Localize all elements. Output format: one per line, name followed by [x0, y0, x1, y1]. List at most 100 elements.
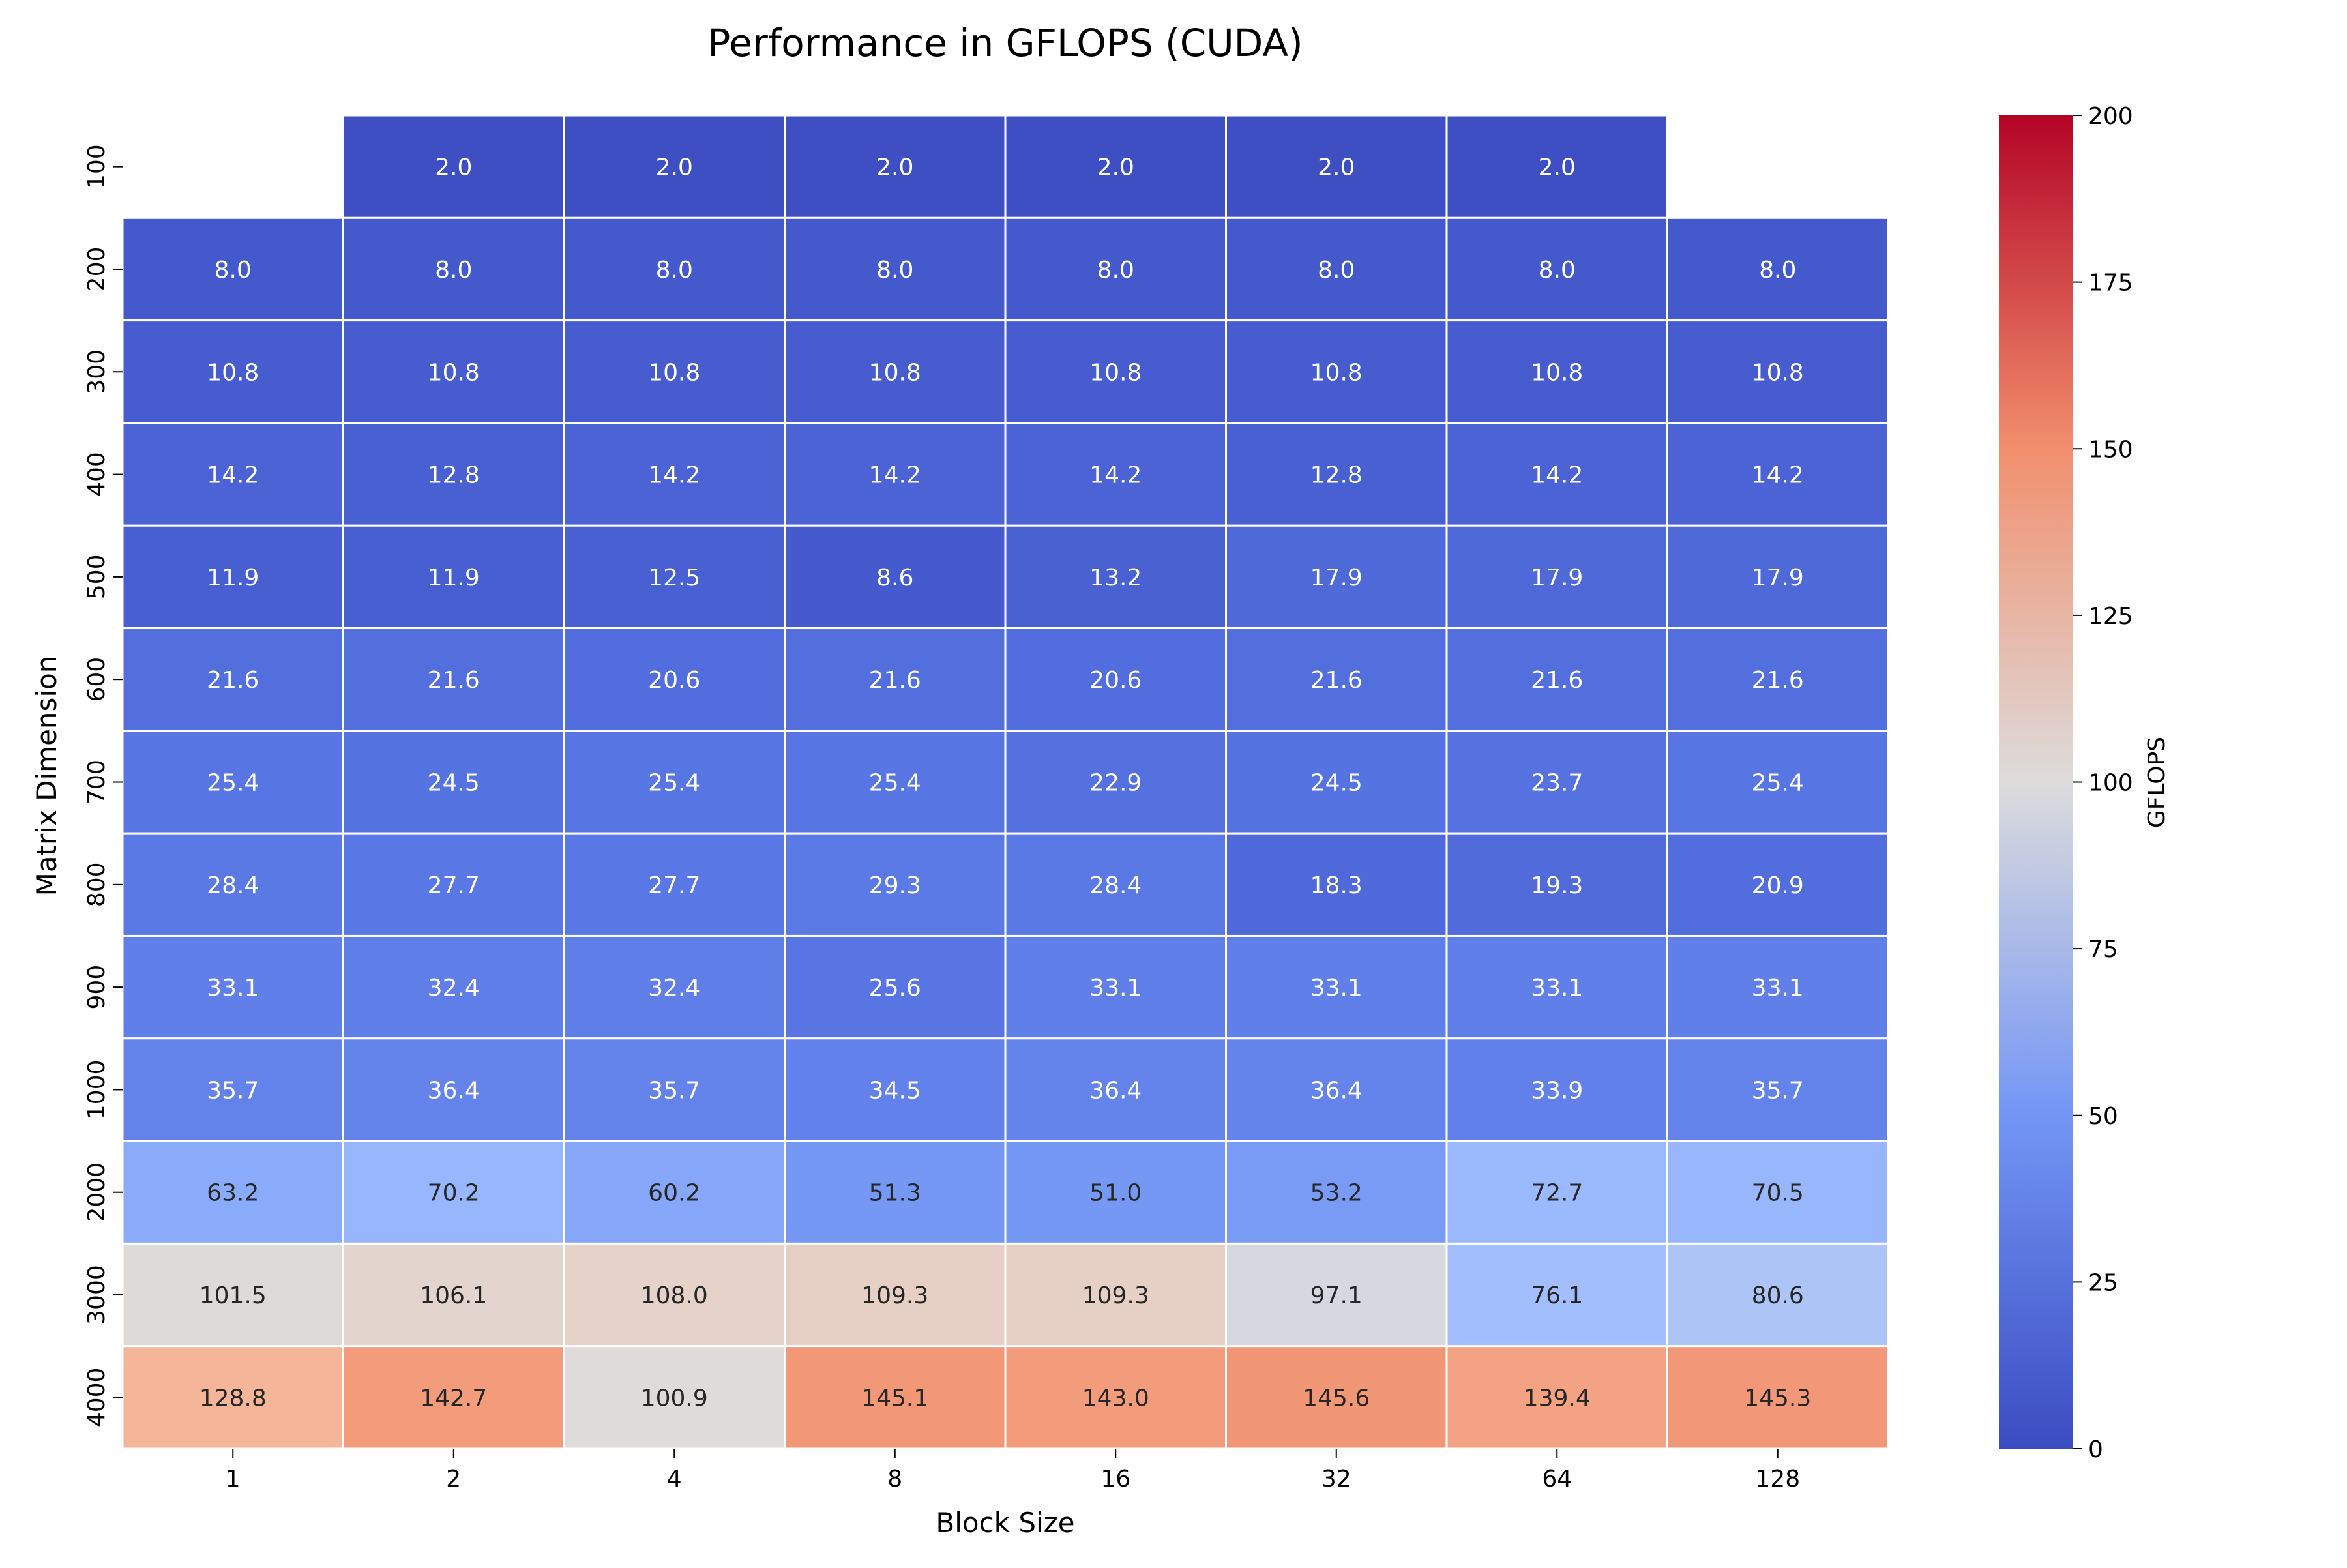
colorbar-tick-label: 0	[2088, 1436, 2103, 1463]
cell-value-label: 8.0	[1318, 257, 1355, 284]
cell-value-label: 20.6	[1089, 667, 1142, 694]
heatmap-cell	[1004, 730, 1227, 835]
cell-value-label: 14.2	[648, 462, 700, 489]
heatmap-cell	[1445, 1037, 1668, 1142]
cell-value-label: 19.3	[1531, 872, 1583, 899]
cell-value-label: 22.9	[1089, 770, 1142, 797]
cell-value-label: 108.0	[641, 1282, 708, 1309]
cell-value-label: 28.4	[207, 872, 259, 899]
cell-value-label: 51.3	[869, 1180, 921, 1207]
y-tick-label: 100	[83, 144, 110, 189]
chart-title: Performance in GFLOPS (CUDA)	[707, 21, 1303, 65]
heatmap-cell	[784, 1140, 1007, 1245]
cell-value-label: 2.0	[876, 155, 913, 181]
heatmap-cell	[121, 422, 344, 527]
heatmap-cell	[784, 1037, 1007, 1142]
cell-value-label: 10.8	[1089, 359, 1142, 386]
cell-value-label: 10.8	[1310, 359, 1363, 386]
cell-value-label: 72.7	[1531, 1180, 1583, 1207]
cell-value-label: 35.7	[1752, 1077, 1804, 1104]
cell-value-label: 11.9	[428, 565, 480, 591]
heatmap-cell	[342, 934, 565, 1040]
x-axis: 1 2 4 8 16 32 64 128	[226, 1449, 1800, 1492]
heatmap-cell	[1225, 1242, 1448, 1348]
cell-value-label: 12.8	[1310, 462, 1363, 489]
heatmap-cell	[1445, 730, 1668, 835]
cell-value-label: 24.5	[428, 770, 480, 797]
cell-value-label: 80.6	[1752, 1282, 1804, 1309]
colorbar-tick-label: 150	[2088, 436, 2133, 463]
x-axis-label: Block Size	[936, 1507, 1074, 1539]
cell-value-label: 21.6	[1310, 667, 1363, 694]
x-tick-label: 32	[1321, 1466, 1351, 1492]
y-tick-label: 400	[83, 452, 110, 497]
cell-value-label: 33.1	[1089, 975, 1142, 1001]
heatmap-cell	[121, 832, 344, 937]
cell-value-label: 14.2	[1089, 462, 1142, 489]
heatmap-cell	[342, 1037, 565, 1142]
colorbar-tick-label: 200	[2088, 103, 2133, 130]
cell-value-label: 100.9	[641, 1385, 708, 1412]
heatmap-cell	[1225, 1140, 1448, 1245]
heatmap-cells	[121, 114, 1889, 1450]
heatmap-cell	[784, 1345, 1007, 1450]
cell-value-label: 25.6	[869, 975, 921, 1001]
heatmap-cell	[563, 730, 786, 835]
heatmap-cell	[784, 114, 1007, 219]
cell-value-label: 2.0	[1539, 155, 1576, 181]
heatmap-cell	[1004, 1037, 1227, 1142]
cell-value-label: 10.8	[869, 359, 921, 386]
cell-value-label: 33.1	[1310, 975, 1363, 1001]
heatmap-cell	[1445, 627, 1668, 732]
cell-value-label: 2.0	[1097, 155, 1134, 181]
heatmap-cell	[1445, 1140, 1668, 1245]
cell-value-label: 8.0	[435, 257, 472, 284]
cell-value-label: 10.8	[1752, 359, 1804, 386]
cell-value-label: 143.0	[1082, 1385, 1149, 1412]
colorbar-tick-label: 25	[2088, 1269, 2118, 1296]
heatmap-cell	[121, 1140, 344, 1245]
cell-value-label: 36.4	[1089, 1077, 1142, 1104]
cell-value-label: 145.1	[861, 1385, 928, 1412]
cell-value-label: 33.1	[207, 975, 259, 1001]
cell-value-label: 53.2	[1310, 1180, 1363, 1207]
cell-value-label: 25.4	[207, 770, 259, 797]
heatmap-cell	[784, 730, 1007, 835]
heatmap-cell	[1004, 1345, 1227, 1450]
x-tick-label: 8	[887, 1466, 902, 1492]
heatmap-cell	[342, 1242, 565, 1348]
heatmap-cell	[563, 114, 786, 219]
heatmap-cell	[1225, 422, 1448, 527]
x-tick-label: 16	[1100, 1466, 1130, 1492]
heatmap-cell	[1225, 216, 1448, 322]
heatmap-cell	[342, 627, 565, 732]
heatmap-cell	[342, 730, 565, 835]
cell-value-label: 8.0	[876, 257, 913, 284]
heatmap-cell	[1445, 934, 1668, 1040]
colorbar-tick-label: 125	[2088, 603, 2133, 630]
heatmap-cell	[1225, 1037, 1448, 1142]
y-tick-label: 600	[83, 657, 110, 702]
colorbar-tick-label: 75	[2088, 936, 2118, 963]
cell-value-label: 14.2	[207, 462, 259, 489]
heatmap-cell	[1004, 1242, 1227, 1348]
cell-value-label: 10.8	[648, 359, 700, 386]
cell-value-label: 33.9	[1531, 1077, 1583, 1104]
cell-value-label: 60.2	[648, 1180, 700, 1207]
cell-value-label: 32.4	[428, 975, 480, 1001]
cell-value-label: 21.6	[428, 667, 480, 694]
y-tick-label: 500	[83, 555, 110, 600]
y-tick-label: 300	[83, 349, 110, 394]
heatmap-cell	[342, 319, 565, 424]
cell-value-label: 35.7	[648, 1077, 700, 1104]
colorbar-tick-label: 175	[2088, 270, 2133, 297]
cell-value-label: 23.7	[1531, 770, 1583, 797]
heatmap-cell	[784, 319, 1007, 424]
heatmap-cell	[563, 1242, 786, 1348]
heatmap-cell	[1445, 832, 1668, 937]
cell-value-label: 10.8	[1531, 359, 1583, 386]
cell-value-label: 8.0	[214, 257, 252, 284]
cell-value-label: 8.0	[656, 257, 693, 284]
